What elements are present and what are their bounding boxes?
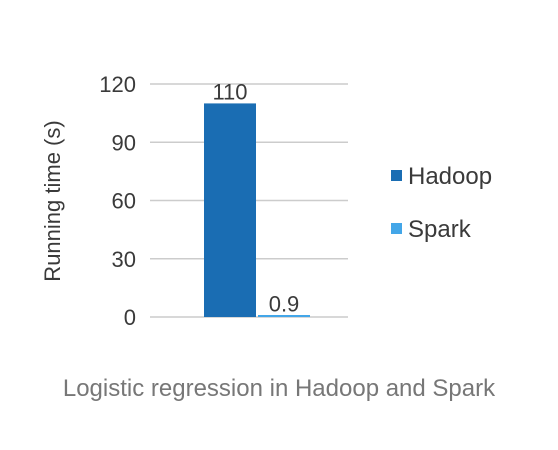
data-label-hadoop: 110 — [212, 79, 247, 104]
data-labels: 110 0.9 — [212, 79, 299, 316]
y-tick-label: 60 — [112, 189, 136, 214]
data-label-spark: 0.9 — [269, 291, 300, 316]
bar-hadoop — [204, 103, 256, 318]
y-axis-title: Running time (s) — [40, 120, 65, 281]
legend-swatch-spark — [391, 223, 402, 234]
y-axis: 0 30 60 90 120 — [99, 72, 136, 330]
y-tick-label: 90 — [112, 130, 136, 155]
bar-spark — [258, 315, 310, 317]
y-tick-label: 30 — [112, 247, 136, 272]
legend-swatch-hadoop — [391, 170, 402, 181]
chart-caption: Logistic regression in Hadoop and Spark — [62, 375, 496, 402]
legend-label-spark: Spark — [408, 216, 472, 243]
y-tick-label: 0 — [124, 305, 136, 330]
legend: Hadoop Spark — [391, 163, 492, 243]
y-tick-label: 120 — [99, 72, 136, 97]
bar-chart: 110 0.9 0 30 60 90 120 Running time (s) Hadoo… — [40, 72, 492, 330]
bars — [204, 103, 310, 318]
legend-label-hadoop: Hadoop — [408, 163, 492, 190]
